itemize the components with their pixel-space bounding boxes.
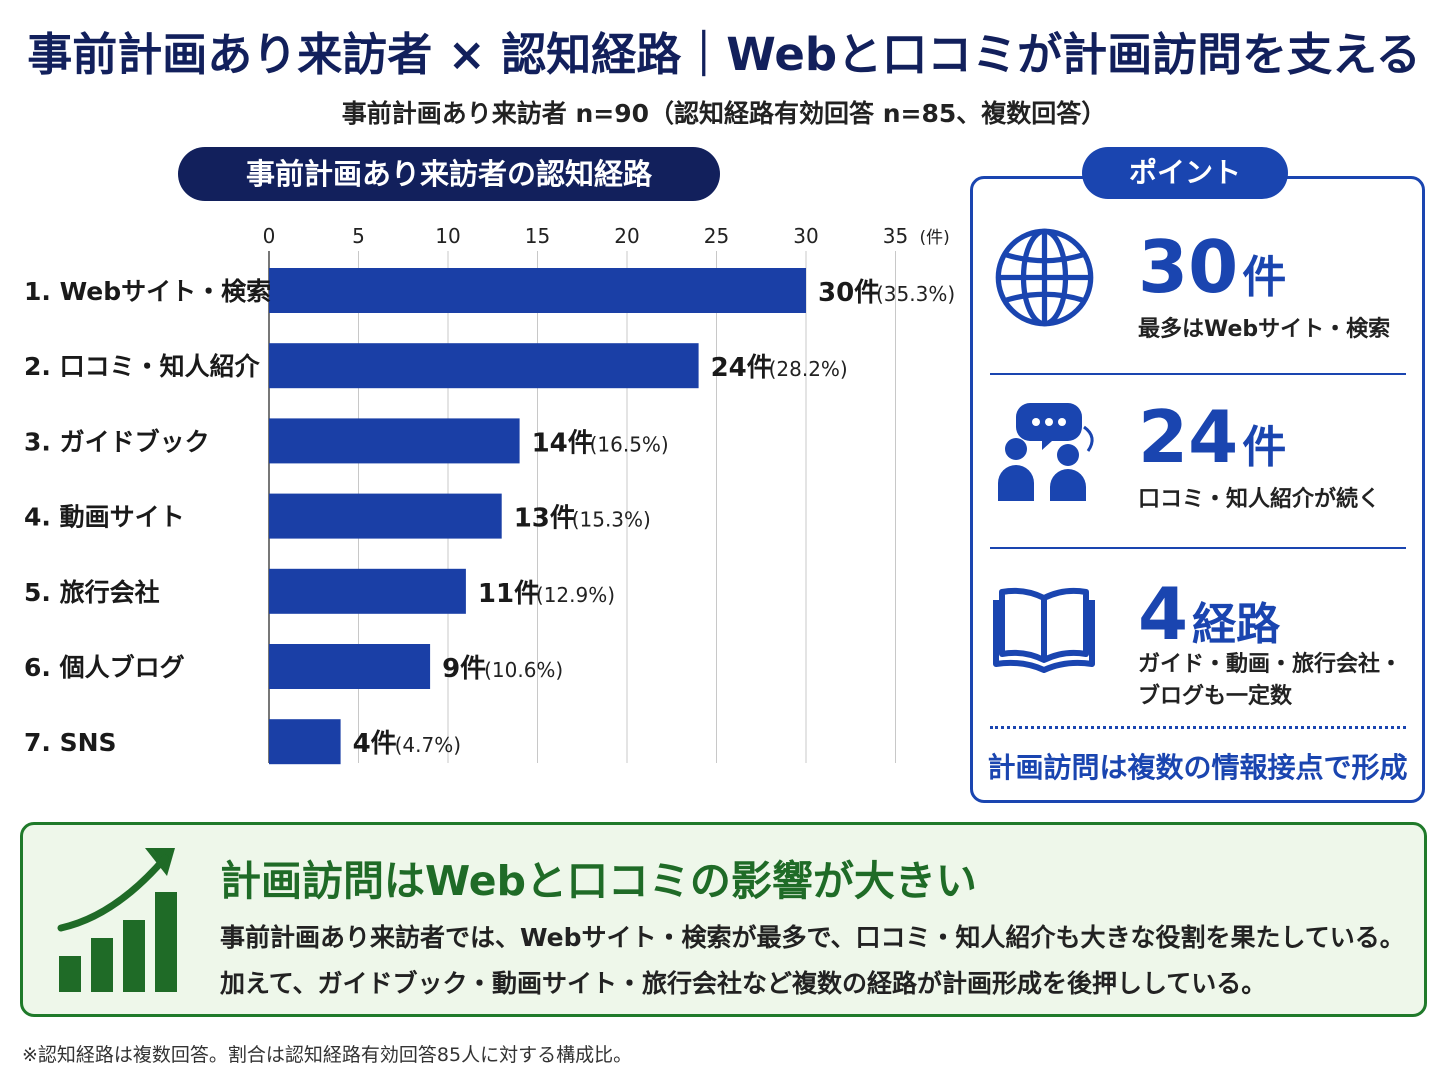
category-label: 3. ガイドブック <box>24 427 210 456</box>
book-icon <box>993 587 1095 673</box>
conclusion-heading: 計画訪問はWebと口コミの影響が大きい <box>220 857 977 905</box>
bar <box>269 268 806 313</box>
growth-chart-icon <box>57 848 177 992</box>
data-label: 24件 <box>711 353 773 383</box>
globe-icon <box>995 228 1094 327</box>
x-tick-label: 25 <box>704 224 729 248</box>
point-item-1: 30件 最多はWebサイト・検索 <box>992 225 1412 365</box>
points-divider <box>990 373 1406 375</box>
x-tick-label: 20 <box>614 224 639 248</box>
bar <box>269 719 341 765</box>
bar <box>269 568 466 614</box>
percent-label: (4.7%) <box>395 733 461 757</box>
percent-label: (15.3%) <box>572 508 651 532</box>
bar <box>269 493 502 539</box>
data-label: 11件 <box>478 579 540 609</box>
category-label: 7. SNS <box>24 728 117 757</box>
data-label: 14件 <box>532 428 594 458</box>
conclusion-panel <box>20 822 1427 1017</box>
conclusion-line-1: 事前計画あり来訪者では、Webサイト・検索が最多で、口コミ・知人紹介も大きな役割… <box>220 923 1405 952</box>
points-divider-dotted <box>990 726 1406 729</box>
percent-label: (16.5%) <box>590 432 669 456</box>
data-label: 4件 <box>353 729 397 759</box>
x-tick-label: 15 <box>525 224 550 248</box>
point-text-2: 口コミ・知人紹介が続く <box>1138 487 1381 512</box>
x-tick-label: 30 <box>793 224 818 248</box>
page-subtitle: 事前計画あり来訪者 n=90（認知経路有効回答 n=85、複数回答） <box>341 99 1107 128</box>
category-label: 4. 動画サイト <box>24 503 185 532</box>
points-header: ポイント <box>1082 147 1288 199</box>
x-tick-label: 35 <box>883 224 908 248</box>
percent-label: (10.6%) <box>484 658 563 682</box>
category-label: 6. 個人ブログ <box>24 653 185 682</box>
data-label: 9件 <box>442 654 486 684</box>
percent-label: (28.2%) <box>769 357 848 381</box>
points-divider <box>990 547 1406 549</box>
category-label: 2. 口コミ・知人紹介 <box>24 352 261 381</box>
point-item-3: 4経路 ガイド・動画・旅行会社・ ブログも一定数 <box>992 572 1412 722</box>
category-label: 5. 旅行会社 <box>24 578 160 607</box>
bar-chart: 0 5 10 15 20 25 30 35 (件) 1. Webサイト・検索 30件(35.3%) 2… <box>24 224 955 765</box>
percent-label: (35.3%) <box>876 282 955 306</box>
x-tick-label: 5 <box>352 224 365 248</box>
category-label: 1. Webサイト・検索 <box>24 277 271 306</box>
bar <box>269 343 699 389</box>
people-chat-icon <box>998 403 1094 501</box>
x-tick-label: 10 <box>435 224 460 248</box>
points-summary: 計画訪問は複数の情報接点で形成 <box>987 751 1408 784</box>
data-label: 13件 <box>514 504 576 534</box>
chart-title: 事前計画あり来訪者の認知経路 <box>178 147 720 201</box>
point-value-3: 4経路 <box>1138 572 1281 656</box>
point-value-2: 24件 <box>1138 395 1287 479</box>
point-text-3b: ブログも一定数 <box>1138 684 1293 709</box>
point-item-2: 24件 口コミ・知人紹介が続く <box>992 395 1412 535</box>
bar <box>269 418 520 464</box>
footnote: ※認知経路は複数回答。割合は認知経路有効回答85人に対する構成比。 <box>22 1044 633 1066</box>
x-axis-unit: (件) <box>920 228 950 248</box>
page-title: 事前計画あり来訪者 × 認知経路｜Webと口コミが計画訪問を支える <box>27 28 1421 81</box>
point-value-1: 30件 <box>1138 225 1287 309</box>
x-tick-label: 0 <box>263 224 276 248</box>
conclusion-line-2: 加えて、ガイドブック・動画サイト・旅行会社など複数の経路が計画形成を後押ししてい… <box>220 969 1267 998</box>
point-text-1: 最多はWebサイト・検索 <box>1138 317 1391 342</box>
data-label: 30件 <box>818 278 880 308</box>
point-text-3a: ガイド・動画・旅行会社・ <box>1138 652 1403 677</box>
bar <box>269 644 431 689</box>
percent-label: (12.9%) <box>536 583 615 607</box>
